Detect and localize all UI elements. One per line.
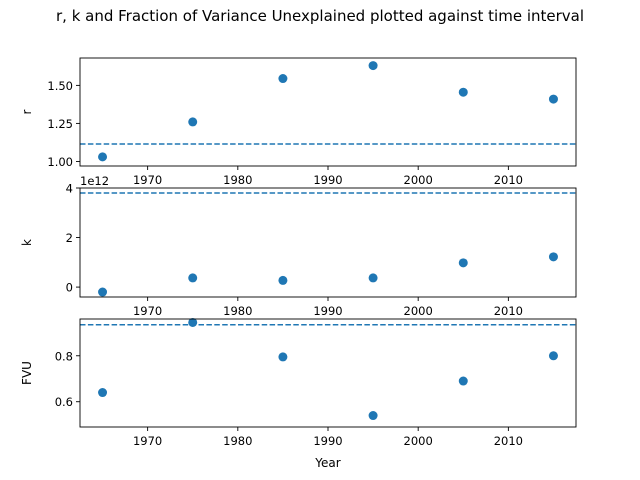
x-tick-label: 1990 — [313, 434, 342, 448]
data-point — [188, 273, 198, 283]
figure-title: r, k and Fraction of Variance Unexplaine… — [56, 7, 584, 25]
y-tick-label: 0.8 — [55, 349, 73, 363]
y-axis-label: FVU — [20, 361, 34, 385]
y-axis-label: k — [20, 239, 34, 246]
y-tick-label: 0 — [66, 281, 73, 295]
y-tick-label: 1.25 — [47, 117, 73, 131]
y-tick-label: 1.00 — [47, 155, 73, 169]
panel-2 — [76, 187, 577, 301]
x-tick-label: 2010 — [494, 304, 523, 318]
data-point — [278, 74, 288, 84]
y-offset-label: 1e12 — [80, 174, 109, 188]
data-point — [548, 94, 558, 104]
x-tick-label: 2000 — [404, 304, 433, 318]
x-tick-label: 1970 — [133, 434, 162, 448]
data-point — [98, 388, 108, 398]
x-axis-label: Year — [314, 456, 340, 470]
x-tick-label: 1980 — [223, 434, 252, 448]
x-tick-label: 2000 — [404, 434, 433, 448]
data-point — [98, 287, 108, 297]
y-tick-label: 4 — [66, 182, 73, 196]
data-point — [368, 61, 378, 71]
panel-1 — [76, 57, 577, 170]
data-point — [188, 317, 198, 327]
y-tick-label: 1.50 — [47, 79, 73, 93]
plot-frame — [79, 318, 577, 428]
plot-frame — [79, 57, 577, 167]
data-point — [548, 351, 558, 361]
data-point — [458, 376, 468, 386]
x-tick-label: 1990 — [313, 173, 342, 187]
panel-3 — [76, 317, 577, 431]
x-tick-label: 1970 — [133, 173, 162, 187]
plot-frame — [79, 187, 577, 298]
y-tick-label: 0.6 — [55, 395, 73, 409]
x-tick-label: 1980 — [223, 304, 252, 318]
x-tick-label: 1970 — [133, 304, 162, 318]
data-point — [188, 117, 198, 127]
x-tick-label: 1980 — [223, 173, 252, 187]
data-point — [458, 258, 468, 268]
x-tick-label: 2010 — [494, 173, 523, 187]
data-point — [98, 152, 108, 162]
data-point — [368, 411, 378, 421]
data-point — [548, 252, 558, 262]
x-tick-label: 2000 — [404, 173, 433, 187]
y-tick-label: 2 — [66, 231, 73, 245]
data-point — [458, 87, 468, 97]
x-tick-label: 1990 — [313, 304, 342, 318]
data-point — [278, 275, 288, 285]
data-point — [368, 273, 378, 283]
data-point — [278, 352, 288, 362]
y-axis-label: r — [20, 109, 34, 114]
x-tick-label: 2010 — [494, 434, 523, 448]
